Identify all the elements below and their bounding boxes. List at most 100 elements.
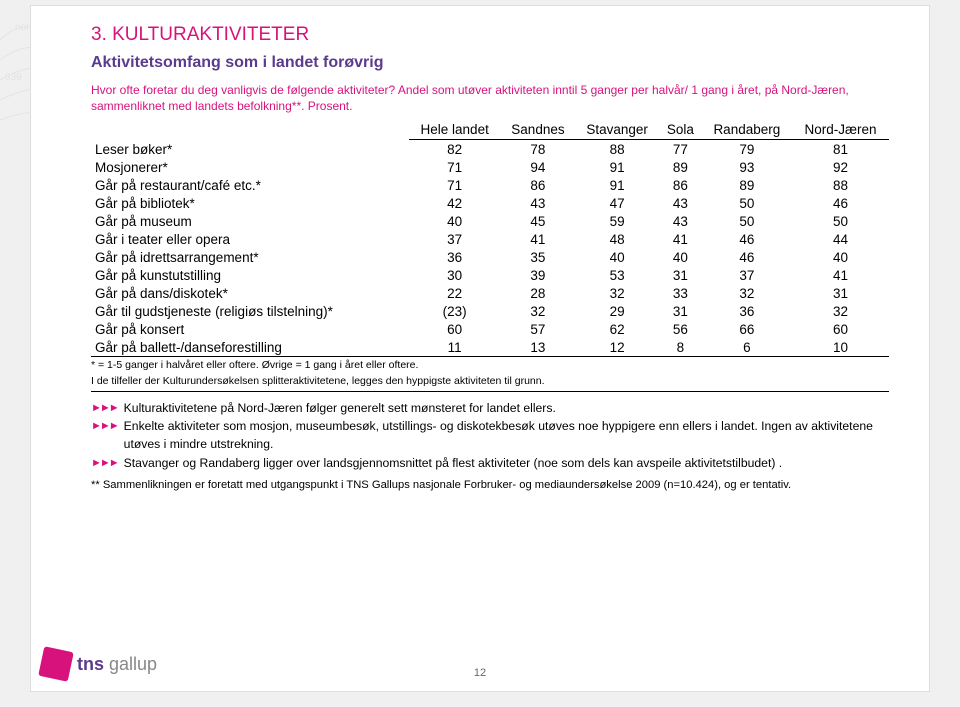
table-cell: 86 [659, 176, 701, 194]
row-label: Går på idrettsarrangement* [91, 248, 389, 266]
table-cell: 43 [659, 194, 701, 212]
table-cell: 29 [575, 302, 659, 320]
table-cell: 78 [501, 140, 575, 159]
row-label: Går til gudstjeneste (religiøs tilstelni… [91, 302, 389, 320]
column-header: Sola [659, 120, 701, 140]
column-header: Stavanger [575, 120, 659, 140]
table-cell: 79 [702, 140, 793, 159]
table-row: Går på dans/diskotek*222832333231 [91, 284, 889, 302]
bullet-text: Stavanger og Randaberg ligger over lands… [124, 455, 783, 473]
footnote-1: * = 1-5 ganger i halvåret eller oftere. … [91, 359, 889, 373]
table-cell: 86 [501, 176, 575, 194]
table-cell: 41 [501, 230, 575, 248]
table-cell: 39 [501, 266, 575, 284]
activity-table: Hele landetSandnesStavangerSolaRandaberg… [91, 120, 889, 357]
table-cell: 93 [702, 158, 793, 176]
row-label: Går på kunstutstilling [91, 266, 389, 284]
table-cell: 66 [702, 320, 793, 338]
bullet-item: ►►► Stavanger og Randaberg ligger over la… [91, 455, 889, 473]
logo-square-icon [38, 646, 74, 682]
table-cell: 91 [575, 176, 659, 194]
table-cell: 32 [792, 302, 889, 320]
table-cell: (23) [409, 302, 501, 320]
table-cell: 33 [659, 284, 701, 302]
table-cell: 56 [659, 320, 701, 338]
table-cell: 22 [409, 284, 501, 302]
table-cell: 32 [575, 284, 659, 302]
table-cell: 31 [792, 284, 889, 302]
table-cell: 77 [659, 140, 701, 159]
table-cell: 36 [702, 302, 793, 320]
table-cell: 71 [409, 158, 501, 176]
table-cell: 36 [409, 248, 501, 266]
table-cell: 92 [792, 158, 889, 176]
table-cell: 30 [409, 266, 501, 284]
table-cell: 50 [792, 212, 889, 230]
table-row: Går på restaurant/café etc.*718691868988 [91, 176, 889, 194]
tns-gallup-logo: tns gallup [41, 649, 157, 679]
table-cell: 81 [792, 140, 889, 159]
table-cell: 60 [792, 320, 889, 338]
table-row: Mosjonerer* 719491899392 [91, 158, 889, 176]
table-cell: 37 [409, 230, 501, 248]
table-cell: 91 [575, 158, 659, 176]
bullet-item: ►►► Enkelte aktiviteter som mosjon, museu… [91, 418, 889, 453]
table-cell: 32 [702, 284, 793, 302]
disclaimer-text: ** Sammenlikningen er foretatt med utgan… [91, 478, 889, 494]
row-label: Går på museum [91, 212, 389, 230]
bullet-icon: ►►► [91, 455, 118, 472]
table-cell: 89 [659, 158, 701, 176]
table-cell: 35 [501, 248, 575, 266]
table-row: Leser bøker*827888777981 [91, 140, 889, 159]
column-header: Nord-Jæren [792, 120, 889, 140]
table-cell: 82 [409, 140, 501, 159]
table-cell: 41 [659, 230, 701, 248]
table-row: Går på bibliotek*424347435046 [91, 194, 889, 212]
table-cell: 41 [792, 266, 889, 284]
table-row: Går til gudstjeneste (religiøs tilstelni… [91, 302, 889, 320]
row-label: Mosjonerer* [91, 158, 389, 176]
table-cell: 43 [501, 194, 575, 212]
table-cell: 31 [659, 266, 701, 284]
table-cell: 57 [501, 320, 575, 338]
logo-brand-2: gallup [109, 654, 157, 674]
table-cell: 43 [659, 212, 701, 230]
row-label: Går på bibliotek* [91, 194, 389, 212]
table-row: Går på kunstutstilling303953313741 [91, 266, 889, 284]
bullet-text: Enkelte aktiviteter som mosjon, museumbe… [124, 418, 889, 453]
table-cell: 62 [575, 320, 659, 338]
table-row: Går på idrettsarrangement*363540404640 [91, 248, 889, 266]
table-cell: 11 [409, 338, 501, 357]
slide-page: 3. KULTURAKTIVITETER Aktivitetsomfang so… [30, 5, 930, 692]
table-cell: 44 [792, 230, 889, 248]
table-row: Går på ballett-/danseforestilling1113128… [91, 338, 889, 357]
row-label: Går på ballett-/danseforestilling [91, 338, 389, 357]
table-cell: 6 [702, 338, 793, 357]
bullet-icon: ►►► [91, 400, 118, 417]
row-label: Går i teater eller opera [91, 230, 389, 248]
table-cell: 46 [702, 248, 793, 266]
row-label: Går på dans/diskotek* [91, 284, 389, 302]
page-title: 3. KULTURAKTIVITETER [91, 24, 889, 46]
table-cell: 12 [575, 338, 659, 357]
bullet-icon: ►►► [91, 418, 118, 435]
table-cell: 53 [575, 266, 659, 284]
table-cell: 88 [575, 140, 659, 159]
bullet-list: ►►►Kulturaktivitetene på Nord-Jæren følg… [91, 400, 889, 473]
table-cell: 50 [702, 194, 793, 212]
table-cell: 42 [409, 194, 501, 212]
table-row: Går på museum404559435050 [91, 212, 889, 230]
svg-text:639: 639 [5, 72, 22, 83]
table-cell: 28 [501, 284, 575, 302]
page-subtitle: Aktivitetsomfang som i landet forøvrig [91, 54, 889, 72]
column-header: Sandnes [501, 120, 575, 140]
row-label: Går på restaurant/café etc.* [91, 176, 389, 194]
intro-text: Hvor ofte foretar du deg vanligvis de fø… [91, 82, 889, 114]
table-cell: 46 [702, 230, 793, 248]
table-cell: 59 [575, 212, 659, 230]
table-row: Går i teater eller opera374148414644 [91, 230, 889, 248]
table-cell: 45 [501, 212, 575, 230]
table-cell: 94 [501, 158, 575, 176]
table-cell: 40 [409, 212, 501, 230]
table-cell: 40 [792, 248, 889, 266]
